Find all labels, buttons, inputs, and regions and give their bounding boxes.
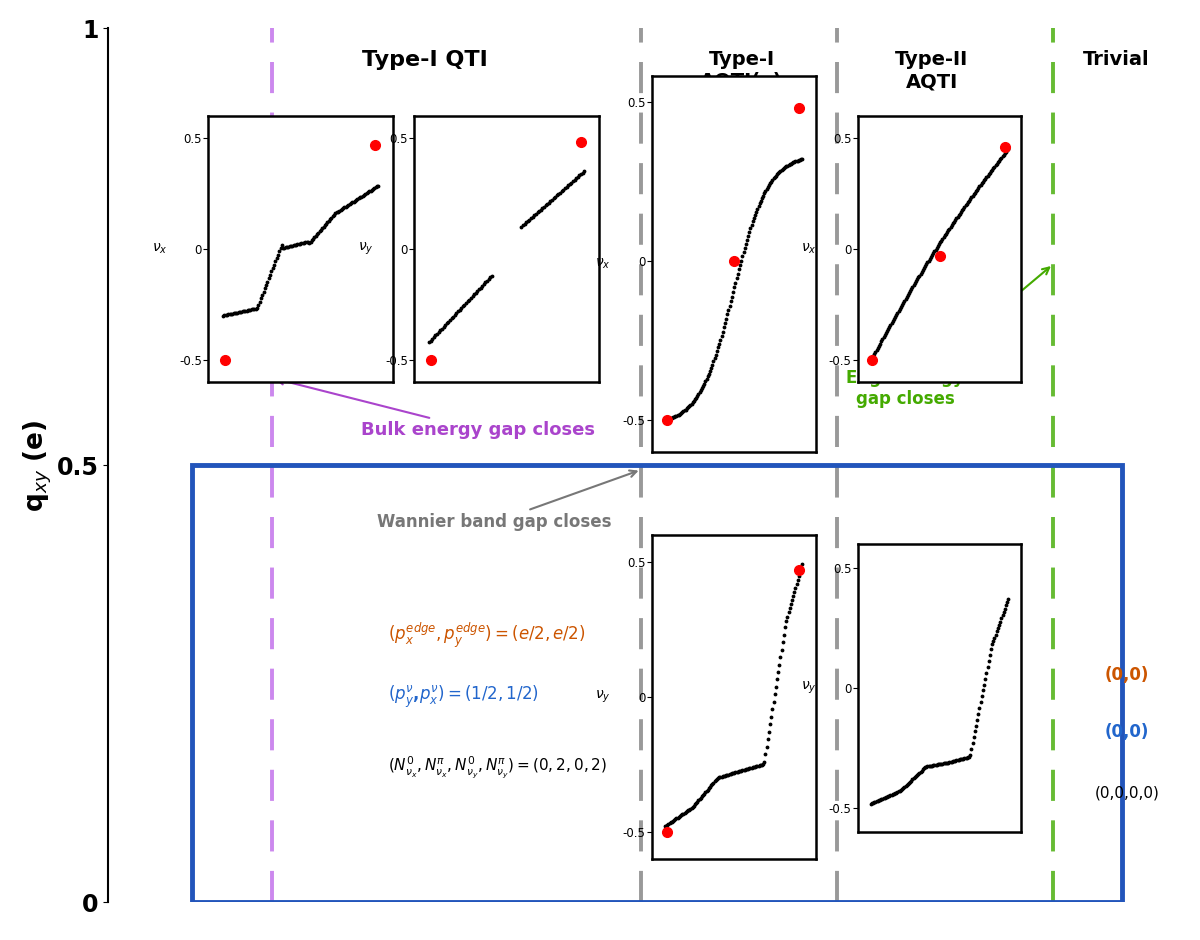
Text: $(N_{\nu_x}^0,N_{\nu_x}^{\pi},N_{\nu_y}^0,N_{\nu_y}^{\pi})=(0,2,0,2)$: $(N_{\nu_x}^0,N_{\nu_x}^{\pi},N_{\nu_y}^… — [388, 754, 607, 779]
Text: (e/2,e/2): (e/2,e/2) — [707, 666, 787, 684]
Text: (2,2,0,2): (2,2,0,2) — [714, 786, 779, 801]
Text: (0,0,0,0): (0,0,0,0) — [1094, 786, 1159, 801]
Text: (0,1/2): (0,1/2) — [716, 723, 778, 741]
Text: (0,0): (0,0) — [925, 723, 970, 741]
Text: (2,2,0,0): (2,2,0,0) — [916, 786, 980, 801]
Y-axis label: q$_{xy}$ (e): q$_{xy}$ (e) — [22, 419, 54, 511]
Text: Type-I QTI: Type-I QTI — [362, 50, 487, 70]
Text: $(p_y^{\nu}$,$p_x^{\nu})=(1/2,1/2)$: $(p_y^{\nu}$,$p_x^{\nu})=(1/2,1/2)$ — [388, 684, 539, 710]
Text: Type-I
AQTI(x): Type-I AQTI(x) — [701, 50, 782, 91]
Text: Wannier band gap closes: Wannier band gap closes — [377, 471, 636, 531]
Text: (0,0): (0,0) — [1105, 723, 1150, 741]
Text: $(p_x^{edge},p_y^{edge})=(e/2,e/2)$: $(p_x^{edge},p_y^{edge})=(e/2,e/2)$ — [388, 621, 586, 650]
Text: (e/2,0): (e/2,0) — [917, 666, 978, 684]
Text: Type-II
AQTI: Type-II AQTI — [895, 50, 968, 91]
Text: Trivial: Trivial — [1084, 50, 1150, 69]
Text: Bulk energy gap closes: Bulk energy gap closes — [277, 378, 595, 439]
Text: (0,0): (0,0) — [1105, 666, 1150, 684]
Text: Edge energy
gap closes: Edge energy gap closes — [846, 268, 1049, 408]
Bar — [192, 465, 1122, 902]
